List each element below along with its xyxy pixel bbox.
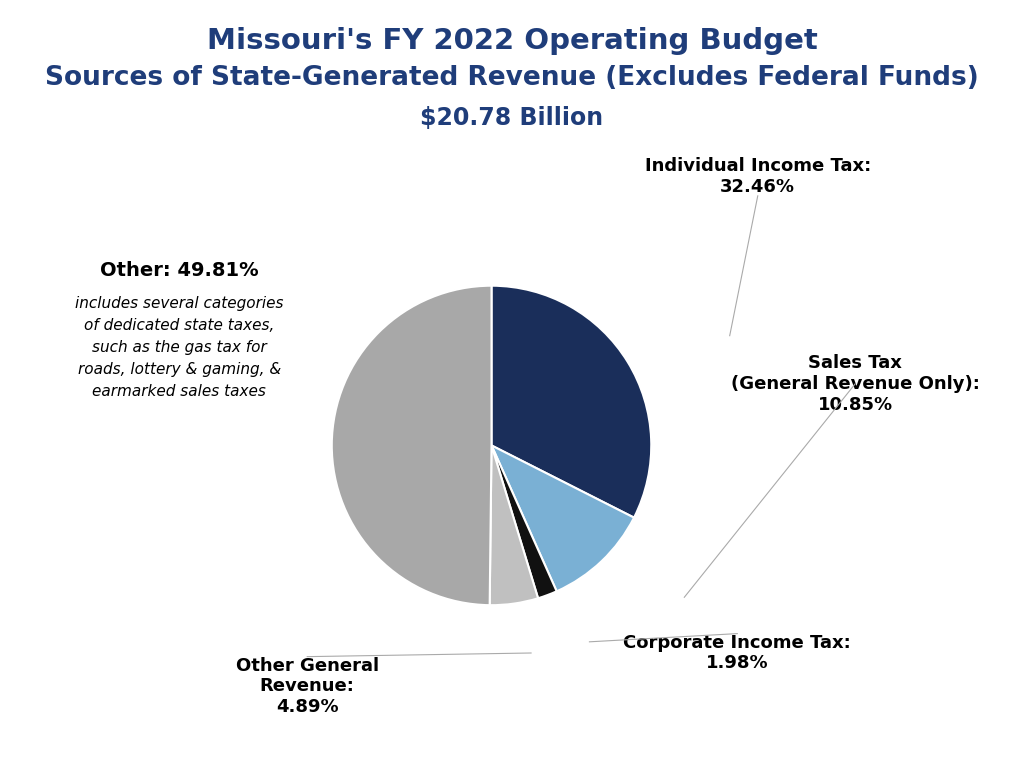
Wedge shape (332, 286, 492, 605)
Text: Sources of State-Generated Revenue (Excludes Federal Funds): Sources of State-Generated Revenue (Excl… (45, 65, 979, 91)
Wedge shape (489, 445, 538, 605)
Text: Other: 49.81%: Other: 49.81% (100, 261, 258, 280)
Wedge shape (492, 445, 557, 598)
Text: Other General
Revenue:
4.89%: Other General Revenue: 4.89% (236, 657, 379, 717)
Text: $20.78 Billion: $20.78 Billion (421, 106, 603, 130)
Text: Missouri's FY 2022 Operating Budget: Missouri's FY 2022 Operating Budget (207, 27, 817, 55)
Text: Sales Tax
(General Revenue Only):
10.85%: Sales Tax (General Revenue Only): 10.85% (730, 354, 980, 414)
Wedge shape (492, 286, 651, 518)
Text: Corporate Income Tax:
1.98%: Corporate Income Tax: 1.98% (624, 634, 851, 673)
Text: includes several categories
of dedicated state taxes,
such as the gas tax for
ro: includes several categories of dedicated… (75, 296, 284, 399)
Text: Individual Income Tax:
32.46%: Individual Income Tax: 32.46% (645, 157, 870, 196)
Wedge shape (492, 445, 634, 591)
